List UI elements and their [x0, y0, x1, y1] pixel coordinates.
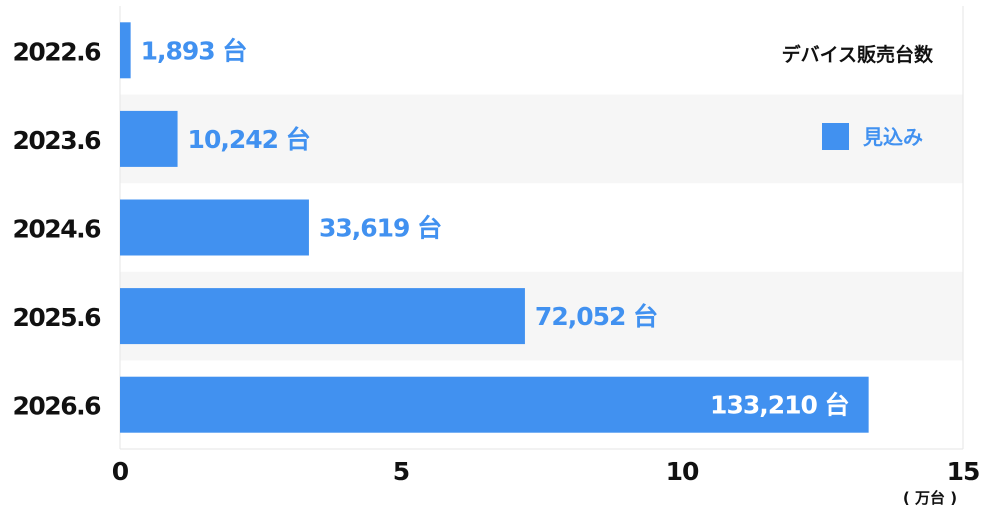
- bar-value-label: 10,242 台: [188, 125, 310, 154]
- category-label: 2023.6: [13, 126, 102, 155]
- x-tick-label: 5: [393, 457, 409, 486]
- x-tick-labels: 0 5 10 15: [112, 457, 981, 486]
- bar: [120, 199, 309, 256]
- bars: 1,893 台 10,242 台 33,619 台 72,052 台 133,210 台: [120, 22, 869, 433]
- x-tick-label: 0: [112, 457, 129, 486]
- category-label: 2022.6: [13, 37, 102, 66]
- chart-title: デバイス販売台数: [782, 43, 934, 66]
- legend-label: 見込み: [863, 125, 923, 149]
- legend-swatch: [822, 123, 849, 150]
- legend: 見込み: [822, 123, 923, 150]
- category-labels: 2022.6 2023.6 2024.6 2025.6 2026.6: [13, 37, 103, 421]
- bar-value-label: 133,210 台: [710, 391, 849, 420]
- bar: [120, 288, 525, 345]
- x-tick-label: 15: [947, 457, 980, 486]
- x-tick-label: 10: [666, 457, 699, 486]
- bar: [120, 22, 131, 79]
- bar: [120, 376, 869, 433]
- x-axis-unit: ( 万台 ): [903, 489, 957, 507]
- bar-value-label: 33,619 台: [319, 214, 441, 243]
- category-label: 2024.6: [13, 215, 102, 244]
- category-label: 2025.6: [13, 303, 102, 332]
- bar: [120, 110, 178, 167]
- bar-value-label: 1,893 台: [141, 36, 247, 65]
- category-label: 2026.6: [13, 392, 102, 421]
- bar-value-label: 72,052 台: [535, 302, 657, 331]
